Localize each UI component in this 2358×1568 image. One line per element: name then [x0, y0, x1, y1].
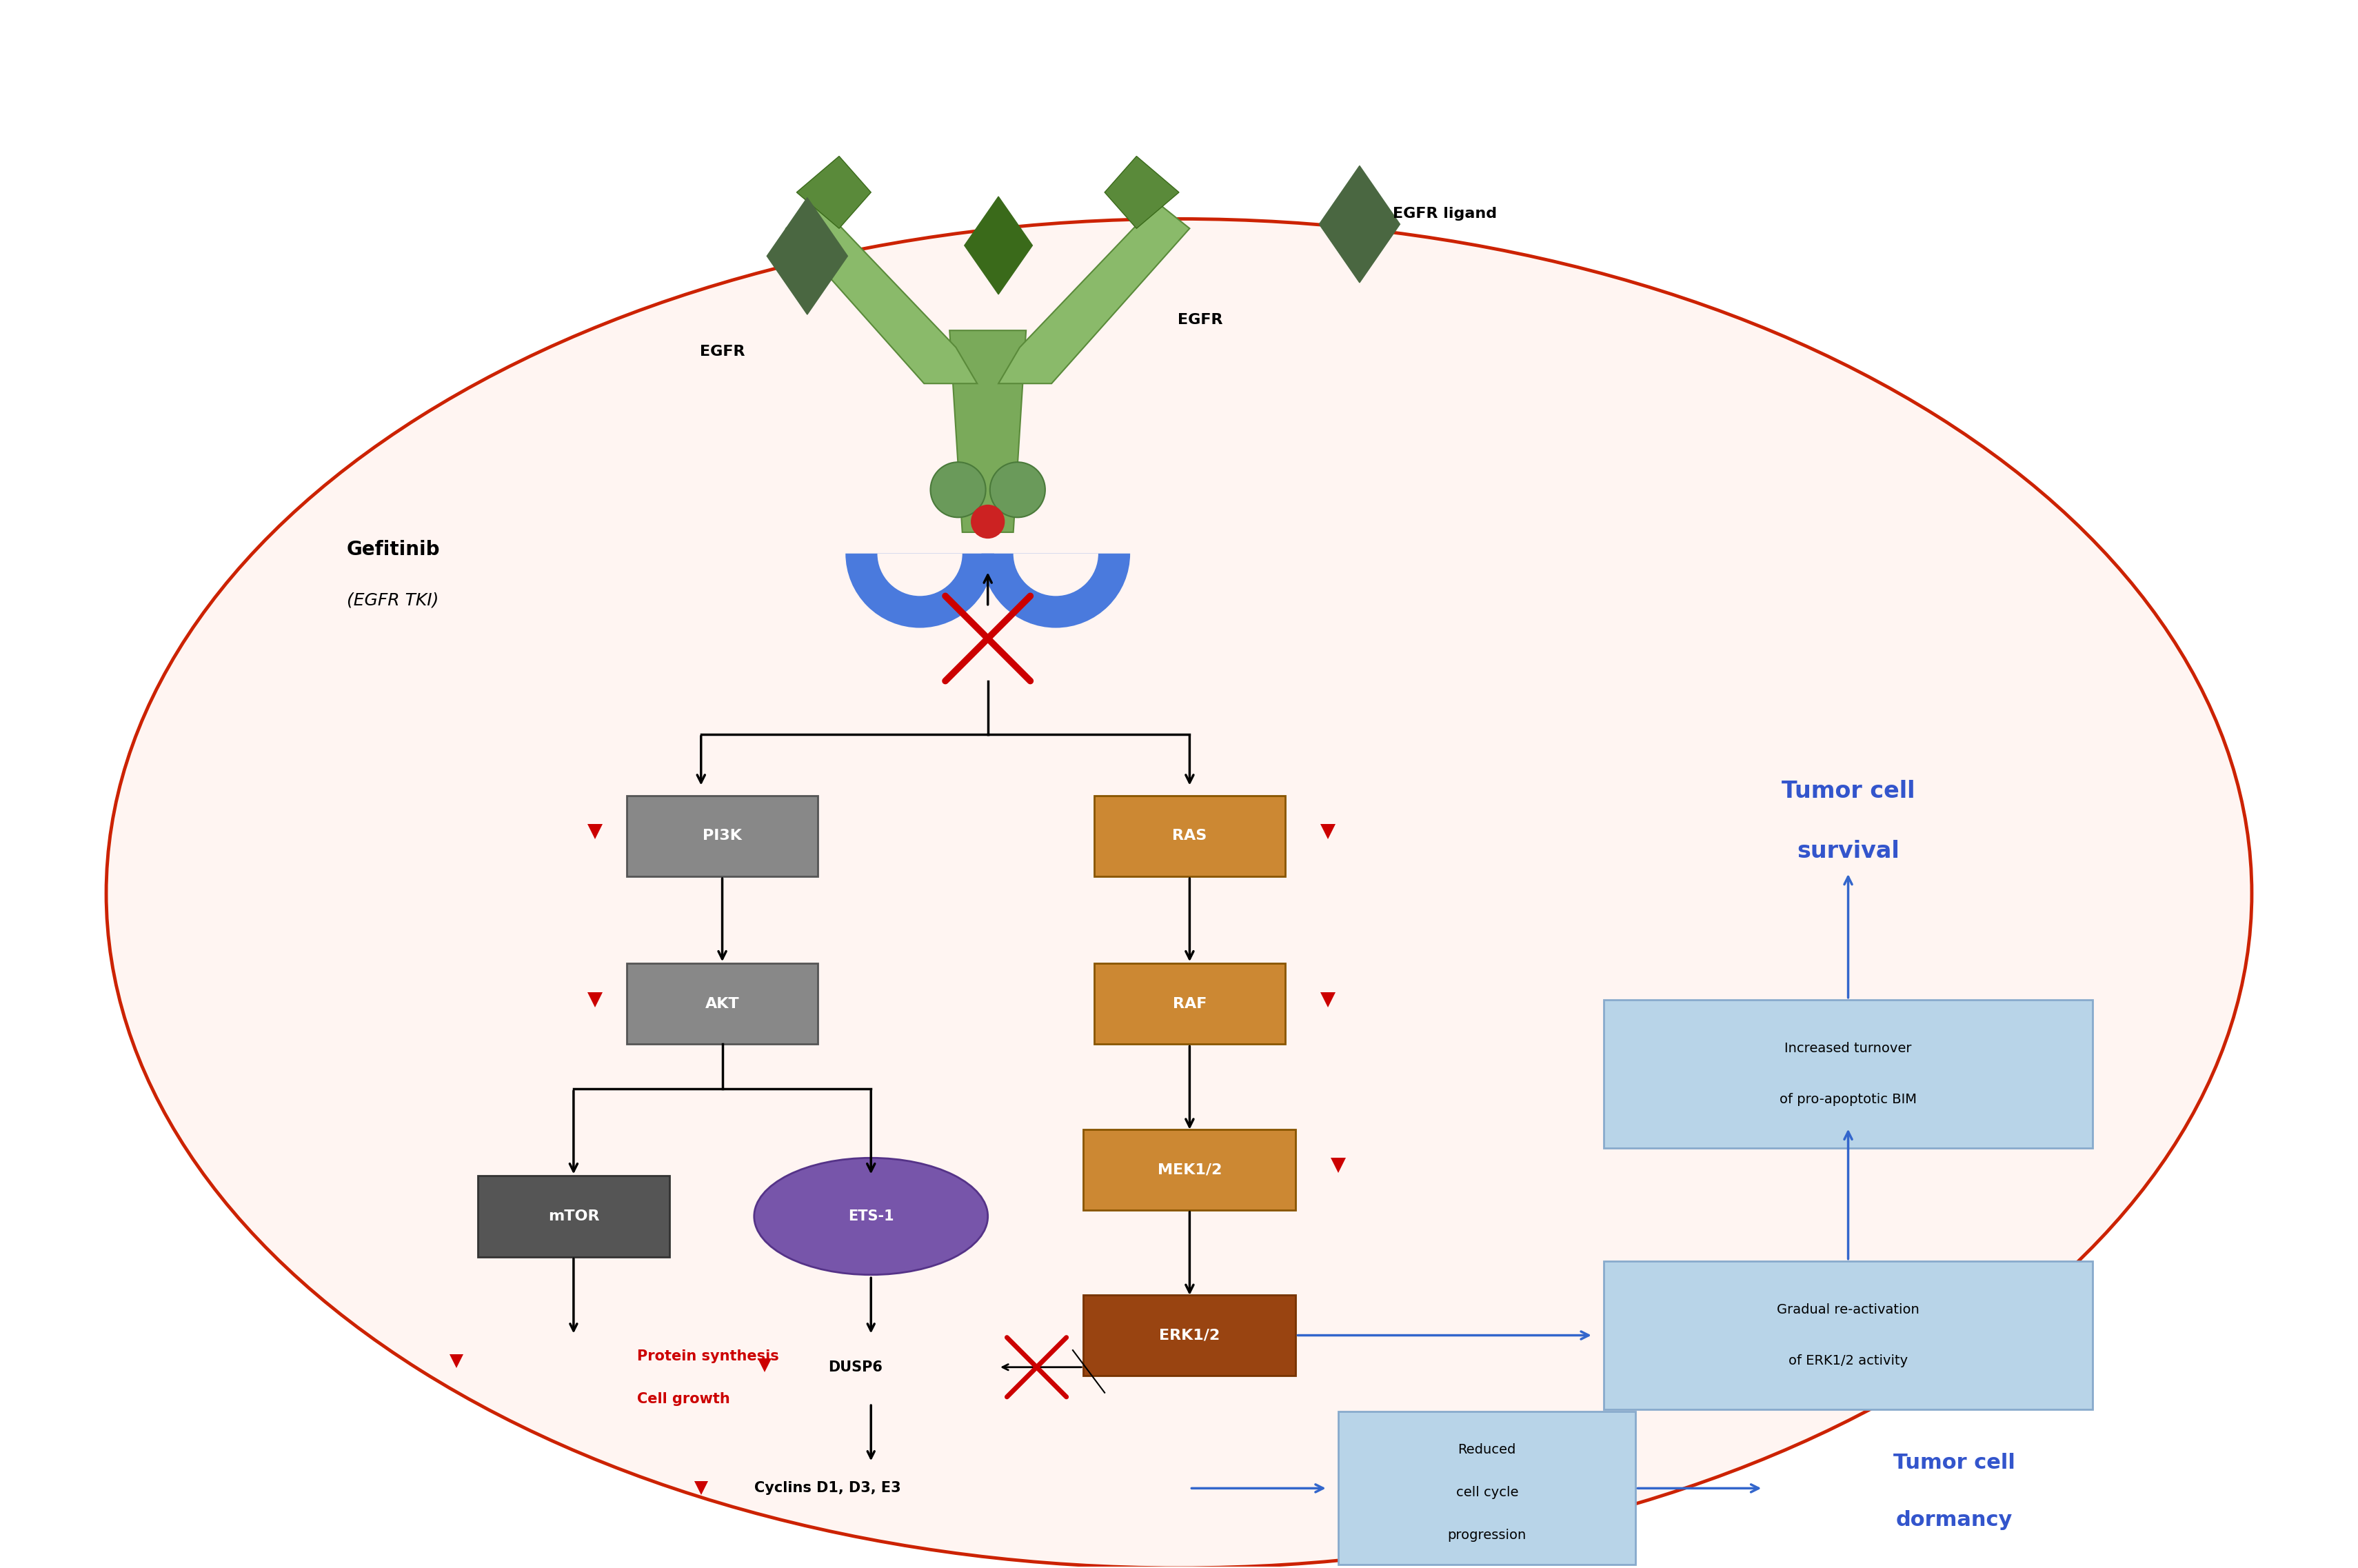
Bar: [1603, 1000, 2092, 1148]
Bar: [1082, 1295, 1297, 1375]
Text: dormancy: dormancy: [1896, 1510, 2014, 1530]
Text: ETS-1: ETS-1: [849, 1209, 894, 1223]
Circle shape: [931, 463, 986, 517]
Polygon shape: [1318, 166, 1401, 282]
Ellipse shape: [106, 220, 2252, 1568]
Wedge shape: [981, 554, 1129, 627]
Text: Gradual re-activation: Gradual re-activation: [1778, 1303, 1919, 1317]
Bar: [627, 963, 818, 1044]
Bar: [627, 795, 818, 877]
Text: cell cycle: cell cycle: [1455, 1486, 1519, 1499]
Bar: [1082, 1129, 1297, 1210]
Text: progression: progression: [1448, 1529, 1526, 1541]
Text: of ERK1/2 activity: of ERK1/2 activity: [1787, 1355, 1908, 1367]
Text: (EGFR TKI): (EGFR TKI): [347, 593, 439, 608]
Text: of pro-apoptotic BIM: of pro-apoptotic BIM: [1780, 1093, 1917, 1105]
Text: EGFR ligand: EGFR ligand: [1394, 207, 1497, 221]
Polygon shape: [785, 202, 976, 384]
Text: MEK1/2: MEK1/2: [1158, 1163, 1221, 1176]
Polygon shape: [1104, 157, 1179, 229]
Text: RAF: RAF: [1172, 997, 1207, 1011]
Text: EGFR: EGFR: [1177, 314, 1224, 326]
Ellipse shape: [755, 1157, 988, 1275]
Text: Tumor cell: Tumor cell: [1893, 1454, 2016, 1472]
Bar: [479, 1176, 670, 1256]
Wedge shape: [1014, 554, 1099, 596]
Text: RAS: RAS: [1172, 829, 1207, 844]
Text: Cyclins D1, D3, E3: Cyclins D1, D3, E3: [755, 1482, 901, 1496]
Text: Gefitinib: Gefitinib: [347, 539, 439, 558]
Text: Cell growth: Cell growth: [637, 1392, 731, 1406]
Polygon shape: [997, 202, 1191, 384]
Text: ERK1/2: ERK1/2: [1160, 1328, 1219, 1342]
Bar: [1603, 1261, 2092, 1410]
Text: survival: survival: [1797, 839, 1901, 862]
Wedge shape: [847, 554, 995, 627]
Bar: [1339, 1411, 1636, 1565]
Bar: [1094, 963, 1285, 1044]
Polygon shape: [950, 331, 1026, 532]
Wedge shape: [877, 554, 962, 596]
Text: Increased turnover: Increased turnover: [1785, 1043, 1912, 1055]
Text: Tumor cell: Tumor cell: [1780, 779, 1915, 803]
Circle shape: [990, 463, 1045, 517]
Polygon shape: [797, 157, 870, 229]
Text: PI3K: PI3K: [703, 829, 743, 844]
Text: mTOR: mTOR: [547, 1209, 599, 1223]
Text: AKT: AKT: [705, 997, 740, 1011]
Circle shape: [971, 505, 1005, 539]
Text: Protein synthesis: Protein synthesis: [637, 1350, 778, 1364]
Polygon shape: [766, 198, 847, 315]
Text: EGFR: EGFR: [700, 345, 745, 359]
Text: Reduced: Reduced: [1457, 1444, 1516, 1457]
Polygon shape: [964, 196, 1033, 295]
Bar: [1094, 795, 1285, 877]
Text: DUSP6: DUSP6: [828, 1361, 882, 1374]
